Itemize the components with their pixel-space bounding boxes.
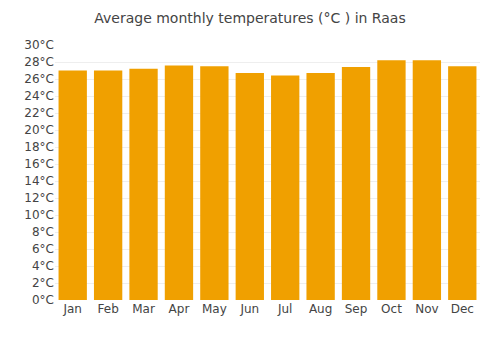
svg-text:Jan: Jan (62, 302, 82, 316)
svg-text:Aug: Aug (309, 302, 332, 316)
svg-text:30°C: 30°C (24, 38, 54, 52)
svg-text:6°C: 6°C (32, 242, 54, 256)
svg-text:20°C: 20°C (24, 123, 54, 137)
svg-text:Mar: Mar (132, 302, 155, 316)
svg-text:22°C: 22°C (24, 106, 54, 120)
svg-text:8°C: 8°C (32, 225, 54, 239)
svg-text:18°C: 18°C (24, 140, 54, 154)
svg-text:26°C: 26°C (24, 72, 54, 86)
svg-text:Sep: Sep (345, 302, 368, 316)
svg-text:28°C: 28°C (24, 55, 54, 69)
svg-text:Oct: Oct (381, 302, 402, 316)
svg-text:16°C: 16°C (24, 157, 54, 171)
svg-text:Jun: Jun (239, 302, 259, 316)
svg-text:24°C: 24°C (24, 89, 54, 103)
svg-text:May: May (202, 302, 227, 316)
svg-text:Jul: Jul (277, 302, 292, 316)
svg-text:0°C: 0°C (32, 293, 54, 307)
svg-text:Apr: Apr (169, 302, 190, 316)
svg-text:14°C: 14°C (24, 174, 54, 188)
svg-text:Average monthly temperatures (: Average monthly temperatures (°C ) in Ra… (94, 10, 405, 26)
svg-text:Feb: Feb (98, 302, 119, 316)
svg-text:12°C: 12°C (24, 191, 54, 205)
svg-text:4°C: 4°C (32, 259, 54, 273)
svg-text:Nov: Nov (415, 302, 438, 316)
svg-text:2°C: 2°C (32, 276, 54, 290)
svg-text:Dec: Dec (451, 302, 474, 316)
svg-text:10°C: 10°C (24, 208, 54, 222)
